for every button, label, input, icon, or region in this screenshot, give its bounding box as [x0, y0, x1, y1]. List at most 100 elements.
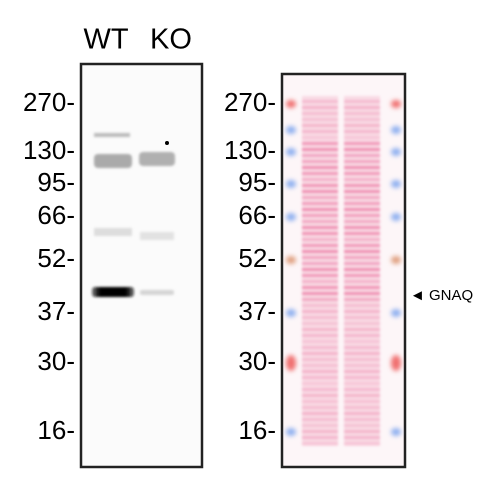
stain-band [302, 442, 338, 445]
stain-band [344, 322, 380, 325]
stain-band [344, 328, 380, 331]
stain-band [344, 106, 380, 109]
stain-band [344, 430, 380, 433]
stain-band [344, 124, 380, 127]
marker-label: 130- [23, 135, 75, 165]
stain-band [302, 334, 338, 337]
stain-band [344, 346, 380, 349]
left-blot [79, 62, 204, 469]
stain-band [344, 442, 380, 445]
stain-band [302, 418, 338, 421]
stain-band [344, 136, 380, 139]
stain-band [302, 160, 338, 163]
stain-band [302, 232, 338, 235]
stain-band [302, 244, 338, 247]
stain-band [344, 388, 380, 391]
stain-band [344, 202, 380, 205]
band [94, 228, 132, 236]
ladder-dot [286, 355, 296, 371]
stain-band [302, 184, 338, 187]
marker-label: 95- [37, 167, 75, 197]
stain-band [344, 424, 380, 427]
ladder [286, 100, 401, 436]
stain-band [302, 100, 338, 103]
stain-band [302, 130, 338, 133]
marker-label: 37- [238, 296, 276, 326]
stain-band [302, 106, 338, 109]
stain-band [302, 274, 338, 277]
stain-band [302, 190, 338, 193]
stain-band [302, 202, 338, 205]
stain-band [302, 142, 338, 145]
marker-label: 66- [37, 200, 75, 230]
stain-band [302, 166, 338, 169]
ladder-dot [286, 213, 296, 221]
stain-band [344, 364, 380, 367]
stain-band [344, 226, 380, 229]
stain-band [302, 316, 338, 319]
stain-band [344, 334, 380, 337]
stain-band [302, 214, 338, 217]
stain-band [344, 148, 380, 151]
stain-band [344, 208, 380, 211]
stain-band [344, 238, 380, 241]
stain-band [302, 352, 338, 355]
stain-band [344, 292, 380, 295]
ladder-dot [286, 148, 296, 156]
stain-band [344, 400, 380, 403]
stain-band [344, 232, 380, 235]
right-blot [280, 72, 407, 469]
stain-band [302, 370, 338, 373]
stain-band [344, 244, 380, 247]
ladder-dot [286, 100, 296, 108]
stain-band [302, 286, 338, 289]
stain-band [302, 298, 338, 301]
stain-band [302, 430, 338, 433]
stain-band [302, 394, 338, 397]
stain-band [344, 370, 380, 373]
stain-band [344, 268, 380, 271]
marker-label: 37- [37, 296, 75, 326]
stain-band [344, 196, 380, 199]
stain-band [302, 388, 338, 391]
stain-band [302, 250, 338, 253]
marker-label: 270- [23, 87, 75, 117]
marker-label: 66- [238, 200, 276, 230]
stain-band [302, 178, 338, 181]
ladder-dot [286, 256, 296, 264]
marker-label: 52- [238, 243, 276, 273]
stain-band [344, 436, 380, 439]
stain-band [344, 220, 380, 223]
stain-band [302, 136, 338, 139]
stain-band [302, 280, 338, 283]
band [140, 290, 174, 295]
stain-band [302, 196, 338, 199]
stain-band [302, 256, 338, 259]
stain-band [344, 286, 380, 289]
stain-band [302, 118, 338, 121]
stain-band [302, 346, 338, 349]
ladder-dot [391, 213, 401, 221]
stain-band [302, 340, 338, 343]
stain-band [344, 406, 380, 409]
band [92, 287, 134, 297]
ladder-dot [391, 309, 401, 317]
stain-band [344, 184, 380, 187]
stain-band [344, 262, 380, 265]
stain-band [302, 262, 338, 265]
stain-band [344, 154, 380, 157]
stain-band [302, 220, 338, 223]
stain-band [344, 358, 380, 361]
stain-band [344, 178, 380, 181]
band [140, 232, 174, 240]
stain-band [302, 310, 338, 313]
lane-label: KO [150, 24, 192, 56]
stain-band [344, 316, 380, 319]
lane-label: WT [83, 24, 128, 56]
stain-band [344, 274, 380, 277]
stain-band [302, 112, 338, 115]
marker-label: 270- [224, 87, 276, 117]
annotation: ◄ GNAQ [410, 287, 473, 304]
stain-band [344, 394, 380, 397]
stain-band [344, 130, 380, 133]
